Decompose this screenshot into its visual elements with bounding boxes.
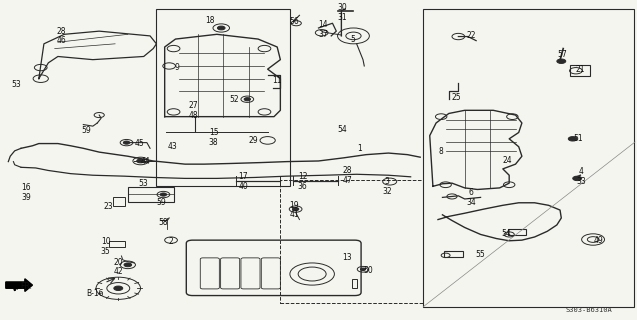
- Bar: [280, 180, 424, 303]
- Text: 59: 59: [156, 198, 166, 207]
- Bar: [508, 229, 526, 236]
- Text: 2: 2: [169, 237, 173, 246]
- Text: 25: 25: [452, 93, 461, 102]
- Text: 19
41: 19 41: [290, 201, 299, 220]
- Circle shape: [573, 176, 582, 180]
- Bar: [424, 9, 634, 307]
- Text: 20
42: 20 42: [113, 258, 123, 276]
- Bar: [128, 187, 173, 202]
- Circle shape: [361, 268, 366, 270]
- Text: 22: 22: [467, 31, 476, 40]
- Text: 14
37: 14 37: [318, 20, 328, 39]
- Circle shape: [124, 141, 130, 144]
- Text: 45: 45: [134, 139, 144, 148]
- Text: 23: 23: [104, 202, 113, 212]
- Text: 24: 24: [503, 156, 512, 165]
- Text: 9: 9: [175, 63, 180, 72]
- Text: 1: 1: [357, 144, 362, 154]
- Text: 49: 49: [593, 236, 603, 245]
- Text: 53: 53: [11, 81, 22, 90]
- Text: 59: 59: [82, 126, 91, 135]
- Text: FR.: FR.: [20, 282, 32, 291]
- Bar: [109, 241, 125, 247]
- Text: 54: 54: [338, 125, 348, 134]
- Text: 29: 29: [249, 136, 259, 145]
- Text: 30
31: 30 31: [338, 3, 348, 21]
- Text: 52: 52: [230, 95, 240, 104]
- Circle shape: [217, 26, 225, 30]
- Text: 53: 53: [139, 179, 148, 188]
- Text: 50: 50: [363, 266, 373, 275]
- Bar: [445, 251, 464, 257]
- Text: 17
40: 17 40: [239, 172, 248, 191]
- Text: 56: 56: [289, 17, 299, 26]
- Text: 12
36: 12 36: [297, 172, 308, 191]
- Circle shape: [114, 286, 123, 291]
- Text: 3
32: 3 32: [382, 177, 392, 196]
- Text: 58: 58: [158, 218, 168, 227]
- Text: 27
48: 27 48: [189, 101, 198, 120]
- Circle shape: [137, 159, 145, 163]
- Polygon shape: [6, 279, 32, 292]
- Bar: [352, 279, 357, 288]
- Text: 21: 21: [576, 65, 585, 74]
- Circle shape: [568, 137, 577, 141]
- Text: 5: 5: [350, 35, 355, 44]
- Text: 18: 18: [206, 16, 215, 25]
- Text: 44: 44: [141, 157, 150, 166]
- Text: 16
39: 16 39: [21, 183, 31, 202]
- Text: S303-B6310A: S303-B6310A: [565, 307, 612, 313]
- Bar: [113, 197, 125, 206]
- Text: 4
33: 4 33: [576, 167, 586, 186]
- Text: 6
34: 6 34: [466, 188, 476, 207]
- Text: 51: 51: [573, 134, 583, 143]
- Circle shape: [557, 59, 566, 63]
- Text: 57: 57: [557, 51, 567, 60]
- Circle shape: [244, 98, 250, 101]
- Circle shape: [292, 208, 299, 211]
- Text: 55: 55: [476, 250, 485, 259]
- Text: 54: 54: [501, 229, 511, 238]
- Text: 43: 43: [168, 142, 177, 151]
- Text: 8: 8: [439, 147, 443, 156]
- Text: 13: 13: [342, 253, 352, 262]
- Circle shape: [161, 193, 167, 196]
- Circle shape: [124, 263, 132, 267]
- Text: 11: 11: [273, 76, 282, 85]
- Text: 28
47: 28 47: [342, 166, 352, 185]
- Text: B-16: B-16: [86, 290, 104, 299]
- Text: 28
46: 28 46: [56, 27, 66, 45]
- Bar: [157, 9, 290, 186]
- Text: 10
35: 10 35: [101, 237, 110, 256]
- Text: 15
38: 15 38: [209, 128, 218, 147]
- Bar: [569, 65, 590, 76]
